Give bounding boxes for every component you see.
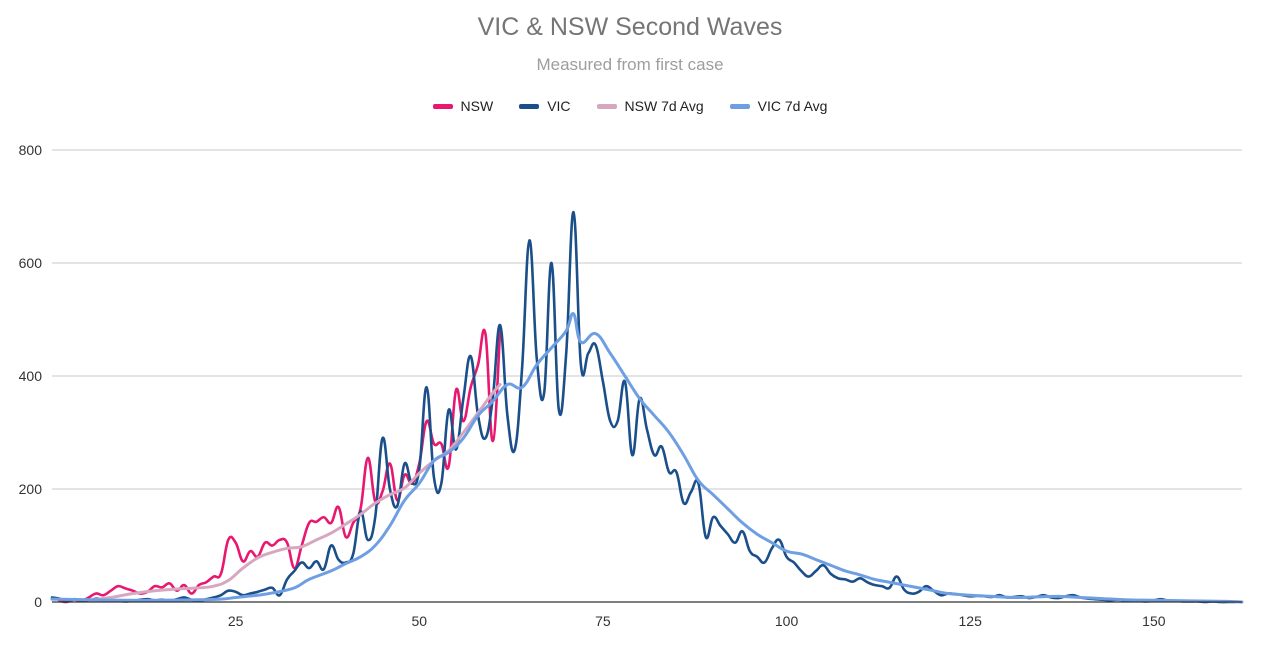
- chart-title: VIC & NSW Second Waves: [477, 13, 783, 41]
- x-tick-label: 75: [595, 613, 611, 629]
- legend-swatch-nsw: [432, 103, 453, 109]
- legend-item-nsw: NSW: [432, 98, 494, 114]
- x-tick-label: 100: [775, 613, 799, 629]
- x-tick-label: 50: [411, 613, 427, 629]
- y-tick-label: 200: [19, 481, 43, 497]
- legend-label-nsw-avg: NSW 7d Avg: [624, 98, 704, 114]
- legend: NSW VIC NSW 7d Avg VIC 7d Avg: [0, 98, 1260, 114]
- legend-swatch-vic: [519, 103, 540, 109]
- x-tick-label: 125: [959, 613, 983, 629]
- legend-label-nsw: NSW: [460, 98, 494, 114]
- x-axis-ticks: 25 50 75 100 125 150: [228, 613, 1166, 629]
- legend-swatch-nsw-avg: [596, 103, 617, 109]
- legend-item-vic-avg: VIC 7d Avg: [729, 98, 828, 114]
- legend-label-vic-avg: VIC 7d Avg: [757, 98, 828, 114]
- chart-subtitle: Measured from first case: [536, 55, 724, 74]
- series-line-vic: [50, 210, 1236, 604]
- x-tick-label: 150: [1142, 613, 1166, 629]
- y-tick-label: 800: [19, 142, 43, 158]
- y-tick-label: 400: [19, 368, 43, 384]
- series-line-vic-avg: [50, 312, 1244, 604]
- legend-label-vic: VIC: [547, 98, 571, 114]
- x-tick-label: 25: [228, 613, 244, 629]
- legend-swatch-vic-avg: [729, 103, 750, 109]
- legend-item-nsw-avg: NSW 7d Avg: [596, 98, 704, 114]
- y-tick-label: 0: [34, 594, 42, 610]
- y-axis-ticks: 0 200 400 600 800: [19, 142, 43, 610]
- series-lines: [50, 210, 1244, 604]
- gridlines: [52, 149, 1242, 490]
- legend-item-vic: VIC: [519, 98, 571, 114]
- y-tick-label: 600: [19, 255, 43, 271]
